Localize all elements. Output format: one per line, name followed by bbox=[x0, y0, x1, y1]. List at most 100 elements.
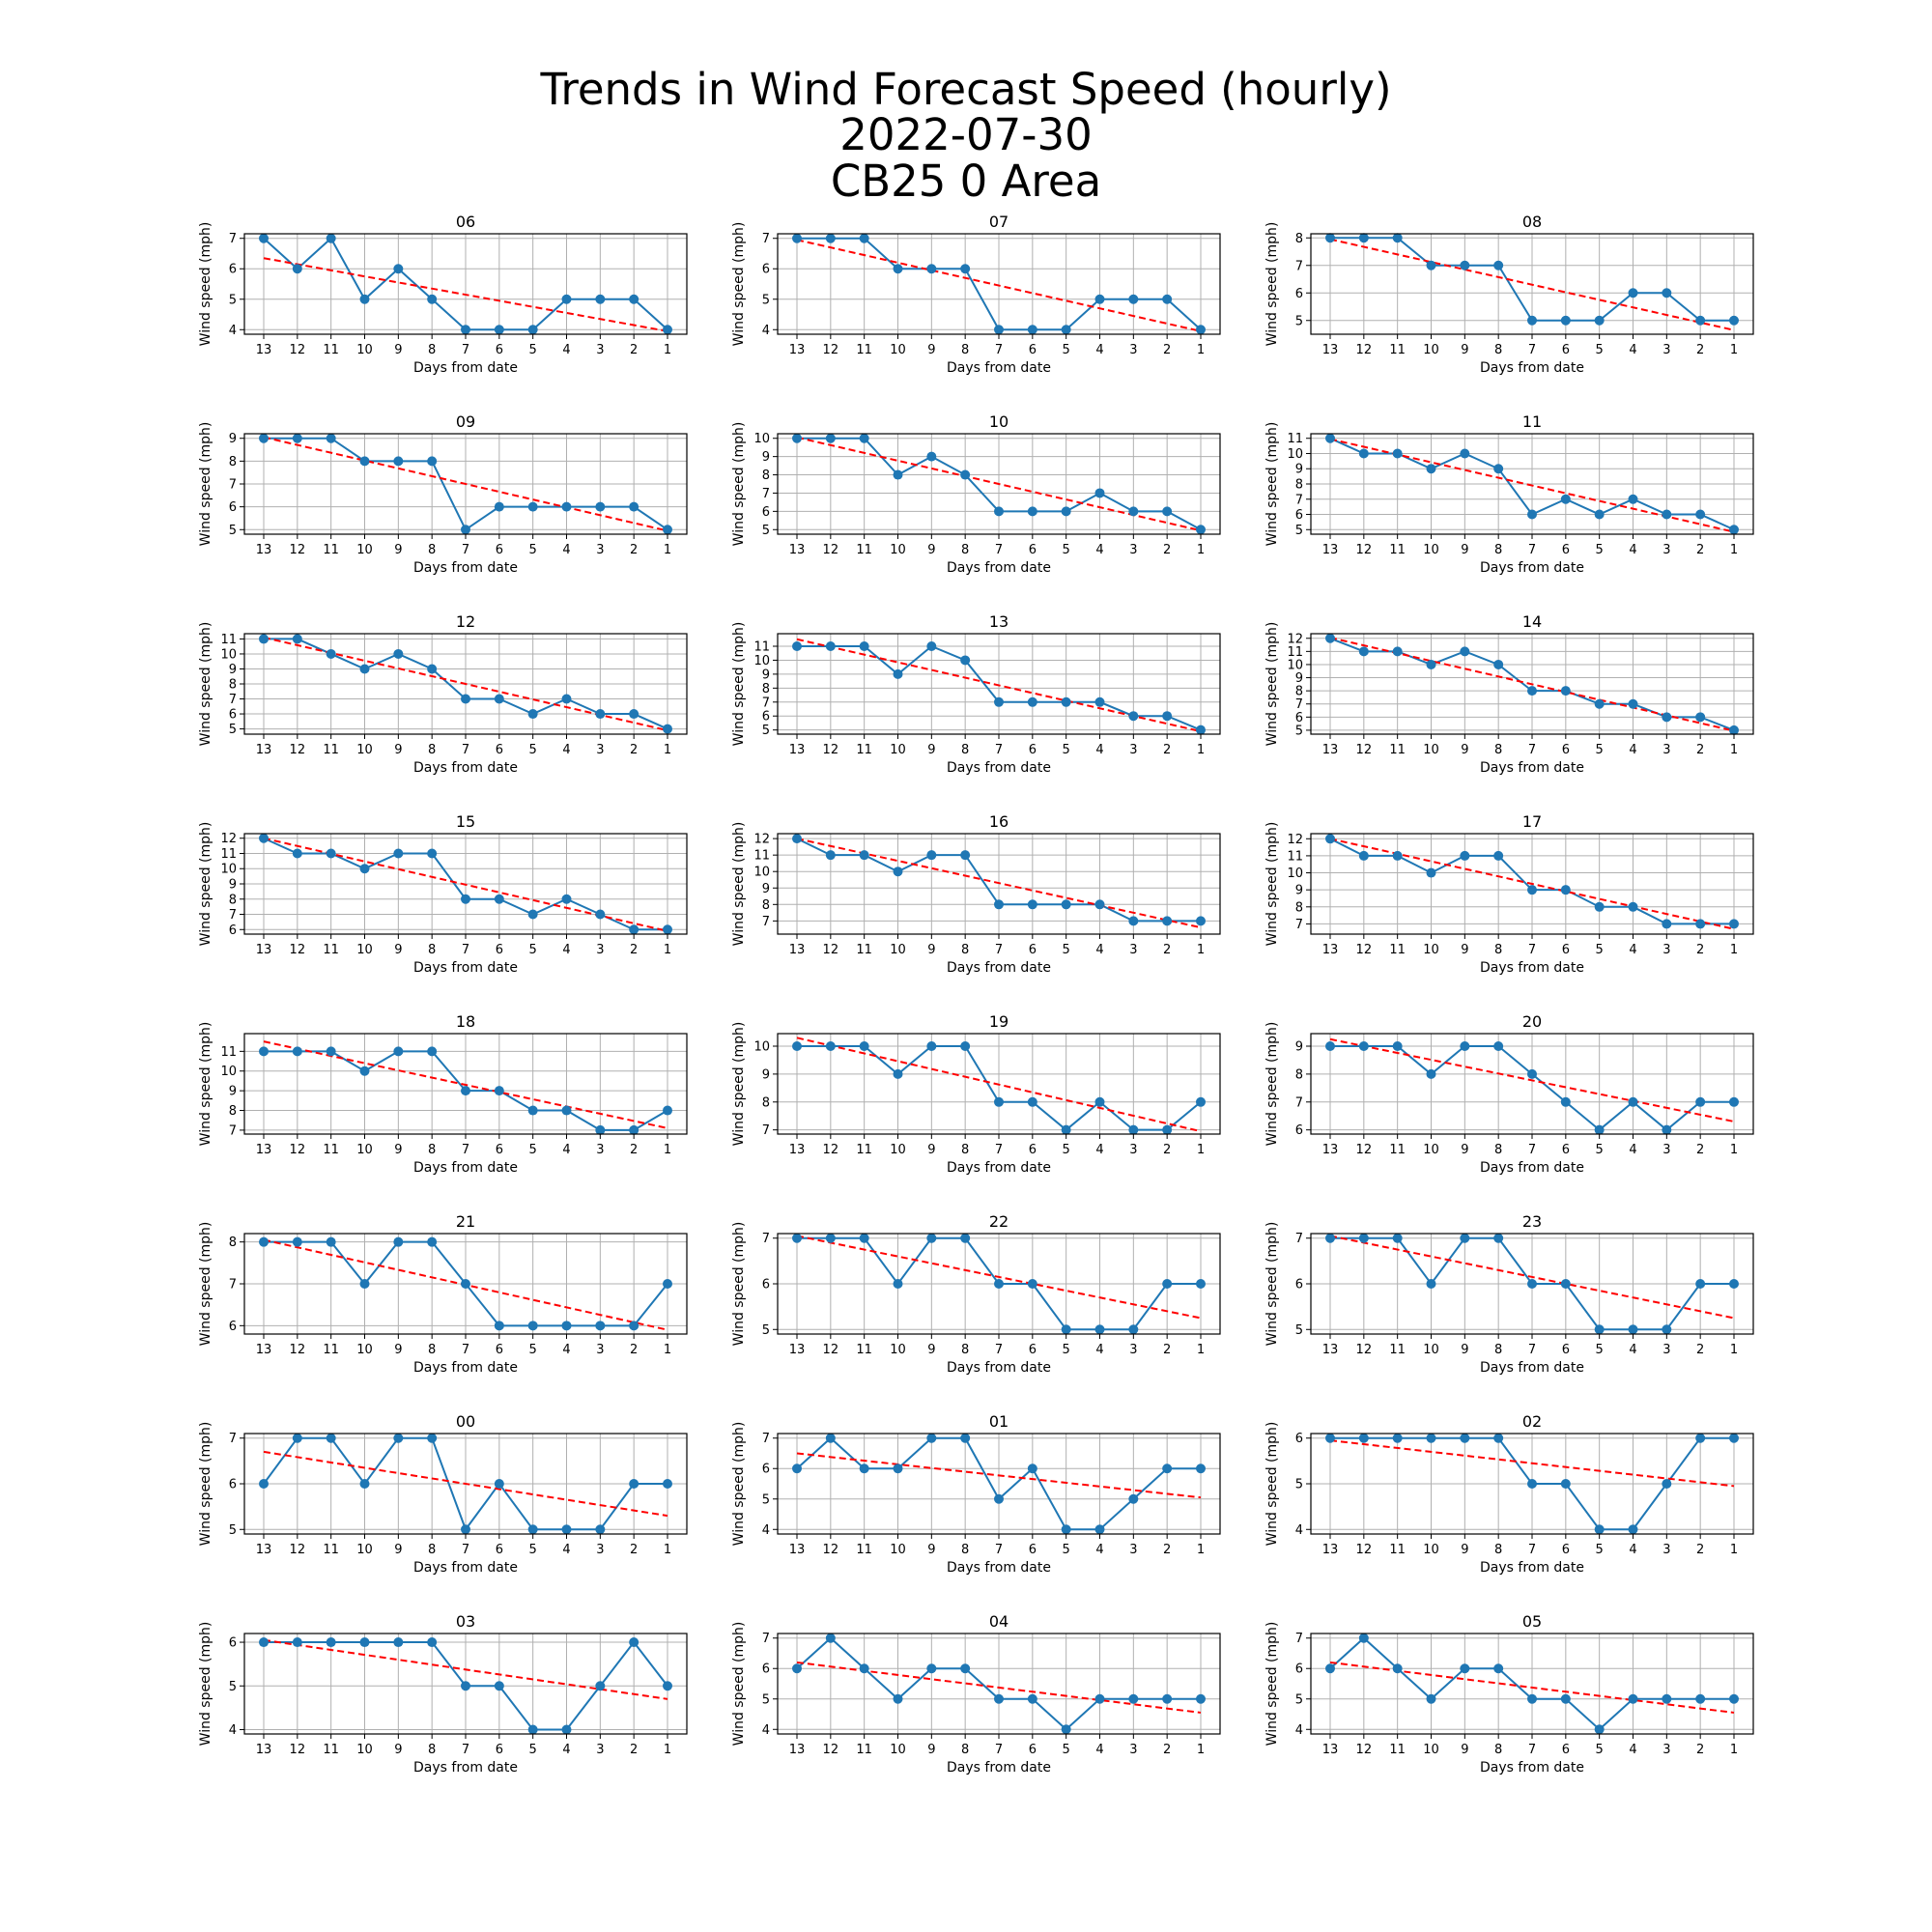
x-tick-label: 13 bbox=[1322, 743, 1339, 757]
data-point bbox=[494, 325, 504, 335]
x-tick-label: 12 bbox=[290, 1143, 306, 1157]
x-tick-label: 6 bbox=[496, 543, 503, 557]
y-tick-label: 6 bbox=[229, 263, 237, 277]
x-tick-label: 1 bbox=[1730, 343, 1738, 357]
data-point bbox=[359, 1279, 370, 1289]
y-tick-label: 6 bbox=[229, 708, 237, 723]
data-point bbox=[1392, 1433, 1403, 1443]
data-point bbox=[561, 1105, 572, 1116]
y-tick-label: 9 bbox=[229, 663, 237, 677]
x-tick-label: 5 bbox=[529, 1743, 537, 1757]
data-point bbox=[994, 696, 1004, 707]
x-tick-label: 1 bbox=[1730, 1143, 1738, 1157]
data-point bbox=[1628, 288, 1638, 298]
x-tick-label: 10 bbox=[890, 1743, 906, 1757]
x-tick-label: 8 bbox=[1494, 1343, 1502, 1357]
data-point bbox=[1358, 1633, 1369, 1643]
x-tick-label: 8 bbox=[1494, 1743, 1502, 1757]
data-point bbox=[527, 909, 538, 920]
x-tick-label: 9 bbox=[1461, 1343, 1468, 1357]
data-point bbox=[1729, 919, 1739, 929]
x-tick-label: 5 bbox=[1596, 1343, 1604, 1357]
data-point bbox=[1628, 1096, 1638, 1107]
data-point bbox=[1196, 1279, 1206, 1289]
x-tick-label: 2 bbox=[630, 943, 638, 957]
x-tick-label: 8 bbox=[1494, 543, 1502, 557]
figure-title-line-3: CB25 0 Area bbox=[830, 156, 1102, 207]
x-tick-label: 8 bbox=[1494, 1143, 1502, 1157]
x-axis-label: Days from date bbox=[947, 1360, 1051, 1376]
x-tick-label: 9 bbox=[927, 1143, 935, 1157]
y-axis-label: Wind speed (mph) bbox=[1264, 1422, 1280, 1547]
data-point bbox=[595, 1524, 606, 1535]
y-axis-label: Wind speed (mph) bbox=[198, 1622, 213, 1747]
data-point bbox=[1027, 1693, 1037, 1704]
data-point bbox=[893, 1463, 903, 1474]
y-tick-label: 10 bbox=[220, 647, 237, 662]
x-tick-label: 11 bbox=[856, 943, 872, 957]
x-tick-label: 1 bbox=[1730, 1743, 1738, 1757]
data-point bbox=[1662, 288, 1672, 298]
x-tick-label: 1 bbox=[1197, 1743, 1205, 1757]
data-point bbox=[1162, 1693, 1173, 1704]
x-tick-label: 5 bbox=[1063, 1743, 1070, 1757]
x-axis-label: Days from date bbox=[947, 760, 1051, 776]
x-tick-label: 4 bbox=[1629, 343, 1636, 357]
x-tick-label: 10 bbox=[890, 343, 906, 357]
x-tick-label: 3 bbox=[1129, 1543, 1137, 1557]
subplot-title: 08 bbox=[1522, 213, 1542, 231]
data-point bbox=[1392, 1041, 1403, 1051]
y-tick-label: 8 bbox=[229, 678, 237, 693]
y-tick-label: 9 bbox=[1295, 671, 1303, 686]
y-axis-label: Wind speed (mph) bbox=[1264, 1222, 1280, 1347]
data-point bbox=[427, 294, 438, 304]
data-point bbox=[859, 233, 869, 243]
x-tick-label: 13 bbox=[789, 743, 806, 757]
data-point bbox=[259, 634, 269, 644]
data-point bbox=[1061, 1724, 1071, 1735]
x-tick-label: 5 bbox=[1063, 943, 1070, 957]
y-tick-label: 5 bbox=[229, 1523, 237, 1538]
x-tick-label: 4 bbox=[1095, 343, 1103, 357]
x-tick-label: 11 bbox=[1389, 1143, 1406, 1157]
data-point bbox=[1662, 509, 1672, 520]
data-point bbox=[1162, 294, 1173, 304]
x-tick-label: 1 bbox=[1730, 943, 1738, 957]
data-point bbox=[1628, 1524, 1638, 1535]
data-point bbox=[926, 451, 937, 462]
data-point bbox=[1094, 1096, 1105, 1107]
data-point bbox=[1061, 899, 1071, 910]
data-point bbox=[1460, 646, 1470, 657]
data-point bbox=[527, 1724, 538, 1735]
x-tick-label: 12 bbox=[290, 1343, 306, 1357]
trend-line bbox=[1329, 1037, 1735, 1122]
data-point bbox=[1460, 1663, 1470, 1674]
y-tick-label: 7 bbox=[229, 1123, 237, 1138]
x-tick-label: 7 bbox=[995, 343, 1003, 357]
data-point bbox=[292, 1433, 302, 1443]
x-tick-label: 4 bbox=[1629, 1743, 1636, 1757]
data-point bbox=[1392, 1663, 1403, 1674]
x-tick-label: 12 bbox=[290, 743, 306, 757]
x-tick-label: 13 bbox=[789, 1343, 806, 1357]
data-point bbox=[1325, 1041, 1335, 1051]
y-tick-label: 4 bbox=[229, 1723, 237, 1738]
x-tick-label: 2 bbox=[1163, 943, 1171, 957]
data-point bbox=[494, 1086, 504, 1096]
data-point bbox=[1493, 1433, 1504, 1443]
data-point bbox=[527, 1105, 538, 1116]
x-tick-label: 7 bbox=[995, 743, 1003, 757]
x-tick-label: 6 bbox=[1562, 743, 1570, 757]
x-tick-label: 12 bbox=[823, 943, 839, 957]
x-tick-label: 8 bbox=[961, 943, 969, 957]
y-tick-label: 7 bbox=[1295, 1095, 1303, 1110]
data-point bbox=[427, 1046, 438, 1057]
data-point bbox=[960, 850, 971, 861]
data-point bbox=[1094, 488, 1105, 498]
x-tick-label: 3 bbox=[1662, 343, 1670, 357]
x-tick-label: 2 bbox=[630, 1743, 638, 1757]
y-tick-label: 4 bbox=[762, 1723, 770, 1738]
x-tick-label: 12 bbox=[1356, 743, 1373, 757]
y-tick-label: 4 bbox=[1295, 1523, 1303, 1538]
